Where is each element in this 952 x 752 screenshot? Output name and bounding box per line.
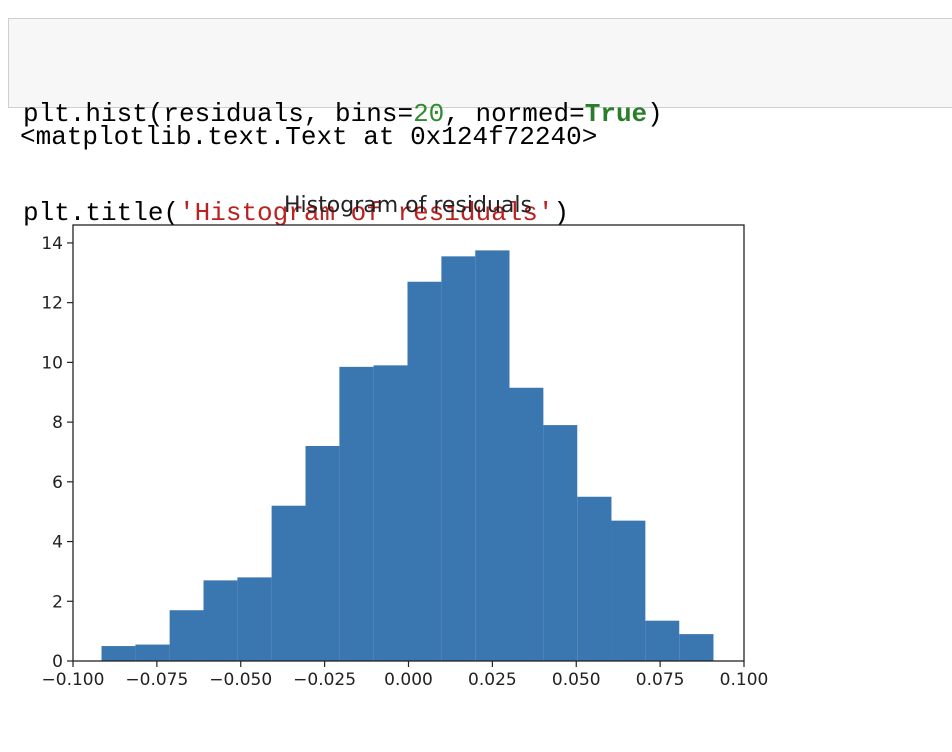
x-tick-label: 0.050: [552, 670, 601, 690]
histogram-bar: [237, 577, 272, 661]
chart-title: Histogram of residuals: [284, 193, 532, 218]
code-token-keyword: True: [584, 99, 648, 129]
x-tick-label: 0.025: [468, 670, 517, 690]
code-token-string: 'Histogram of residuals': [179, 198, 554, 228]
y-tick-label: 4: [52, 533, 63, 553]
histogram-bar: [339, 366, 374, 661]
y-tick-label: 6: [52, 473, 63, 493]
y-tick-label: 12: [41, 294, 63, 314]
code-line-hist: plt.hist(residuals, bins=20, normed=True…: [23, 98, 952, 131]
histogram-bar: [509, 387, 544, 661]
code-token: plt.hist(residuals, bins=: [23, 99, 414, 129]
x-axis: −0.100 −0.075 −0.050 −0.025 0.000 0.025 0.050 0…: [42, 661, 769, 690]
histogram-bar: [679, 634, 714, 661]
x-tick-label: 0.000: [384, 670, 433, 690]
y-tick-label: 10: [41, 353, 63, 373]
histogram-bar: [271, 505, 306, 661]
histogram-bars: [101, 250, 714, 662]
code-token-number: 20: [413, 99, 445, 129]
y-tick-label: 2: [52, 592, 63, 612]
x-tick-label: −0.025: [293, 670, 356, 690]
x-tick-label: −0.050: [209, 670, 272, 690]
x-tick-label: −0.100: [42, 670, 105, 690]
histogram-bar: [475, 250, 510, 662]
histogram-bar: [203, 580, 238, 661]
code-cell-input[interactable]: plt.hist(residuals, bins=20, normed=True…: [8, 18, 952, 228]
code-token: ): [647, 99, 663, 129]
histogram-bar: [645, 620, 680, 661]
histogram-chart: Histogram of residuals −0.100 −0.075 −0.05…: [41, 193, 769, 690]
code-token: plt.title(: [23, 198, 180, 228]
x-tick-label: 0.075: [636, 670, 685, 690]
x-tick-label: −0.075: [125, 670, 188, 690]
histogram-bar: [169, 610, 204, 661]
histogram-bar: [543, 425, 578, 661]
code-line-title: plt.title('Histogram of residuals'): [23, 197, 952, 230]
histogram-bar: [577, 496, 612, 661]
y-tick-label: 0: [52, 652, 63, 672]
x-tick-label: 0.100: [720, 670, 769, 690]
code-token: , normed=: [444, 99, 585, 129]
y-tick-label: 8: [52, 413, 63, 433]
histogram-bar: [101, 646, 136, 661]
histogram-bar: [611, 520, 646, 661]
y-tick-label: 14: [41, 234, 63, 254]
histogram-bar: [135, 644, 170, 661]
histogram-bar: [305, 445, 340, 661]
y-axis: 0 2 4 6 8 10 12 14: [41, 234, 73, 672]
histogram-bar: [407, 281, 442, 661]
histogram-bar: [373, 365, 408, 661]
histogram-bar: [441, 256, 476, 661]
code-token: ): [553, 198, 570, 228]
cell-output-text: <matplotlib.text.Text at 0x124f72240>: [20, 122, 598, 152]
